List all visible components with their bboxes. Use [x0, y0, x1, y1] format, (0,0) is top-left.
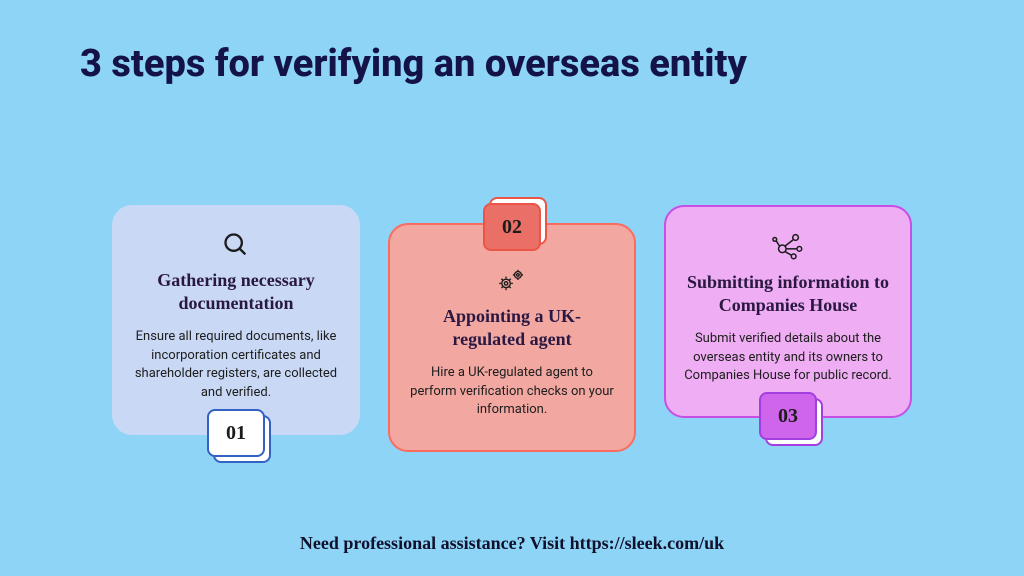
gears-icon — [408, 265, 616, 295]
card-body: Ensure all required documents, like inco… — [132, 328, 340, 403]
page-title: 3 steps for verifying an overseas entity — [80, 42, 747, 86]
card-heading: Appointing a UK-regulated agent — [408, 305, 616, 352]
footer-text: Need professional assistance? Visit http… — [0, 533, 1024, 554]
card-body: Submit verified details about the overse… — [684, 330, 892, 387]
card-body: Hire a UK-regulated agent to perform ver… — [408, 364, 616, 421]
card-heading: Gathering necessary documentation — [132, 269, 340, 316]
network-icon — [684, 231, 892, 261]
step-badge-3: 03 — [759, 392, 817, 440]
step-card-1: Gathering necessary documentation Ensure… — [112, 205, 360, 435]
step-card-2: 02 Appointing a UK-regulated agent Hire … — [388, 223, 636, 452]
step-card-3: Submitting information to Companies Hous… — [664, 205, 912, 418]
step-badge-2: 02 — [483, 203, 541, 251]
cards-row: Gathering necessary documentation Ensure… — [0, 205, 1024, 452]
card-heading: Submitting information to Companies Hous… — [684, 271, 892, 318]
search-icon — [132, 231, 340, 259]
step-badge-1: 01 — [207, 409, 265, 457]
